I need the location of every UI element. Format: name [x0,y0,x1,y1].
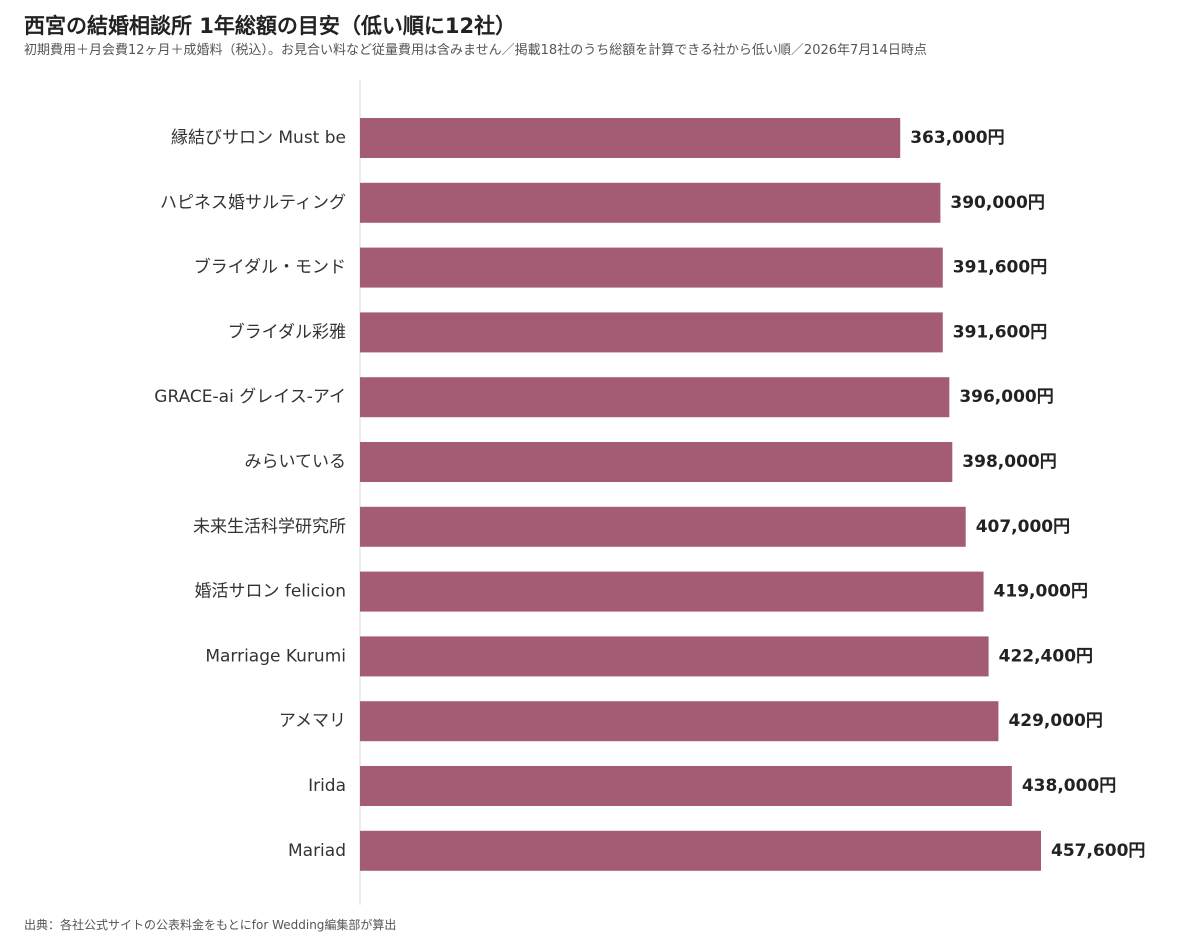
category-label: Marriage Kurumi [205,646,346,666]
bar [360,312,943,353]
category-label: アメマリ [279,711,346,731]
category-label: ブライダル・モンド [194,257,346,278]
bar [360,247,943,288]
value-label: 363,000円 [910,128,1004,148]
value-label: 419,000円 [994,582,1088,602]
category-label: ハピネス婚サルティング [160,193,346,213]
value-label: 398,000円 [962,452,1056,472]
bar [360,118,901,158]
bar [360,766,1012,806]
category-label: みらいている [245,452,347,472]
category-label: Mariad [288,841,346,861]
value-label: 407,000円 [976,517,1070,537]
category-label: GRACE-ai グレイス-アイ [154,387,346,407]
category-label: 婚活サロン felicion [194,582,346,602]
bar [360,182,941,223]
value-label: 391,600円 [953,258,1047,278]
category-label: 縁結びサロン Must be [171,128,346,148]
value-label: 457,600円 [1051,841,1145,861]
category-label: Irida [308,776,346,796]
value-label: 422,400円 [999,646,1093,666]
bar [360,636,989,677]
bar [360,701,999,742]
bar [360,506,966,547]
value-label: 396,000円 [959,387,1053,407]
chart-subtitle: 初期費用＋月会費12ヶ月＋成婚料（税込）。お見合い料など従量費用は含みません／掲… [24,43,927,58]
value-label: 390,000円 [950,193,1044,213]
value-label: 391,600円 [953,322,1047,342]
bar [360,830,1041,871]
bar [360,442,953,482]
chart-title: 西宮の結婚相談所 1年総額の目安（低い順に12社） [24,14,517,38]
value-label: 438,000円 [1022,776,1116,796]
value-label: 429,000円 [1008,711,1102,731]
bar [360,571,984,612]
category-label: ブライダル彩雅 [228,321,346,342]
source-note: 出典：各社公式サイトの公表料金をもとにfor Wedding編集部が算出 [24,918,397,932]
bar [360,377,950,418]
category-label: 未来生活科学研究所 [193,517,346,537]
